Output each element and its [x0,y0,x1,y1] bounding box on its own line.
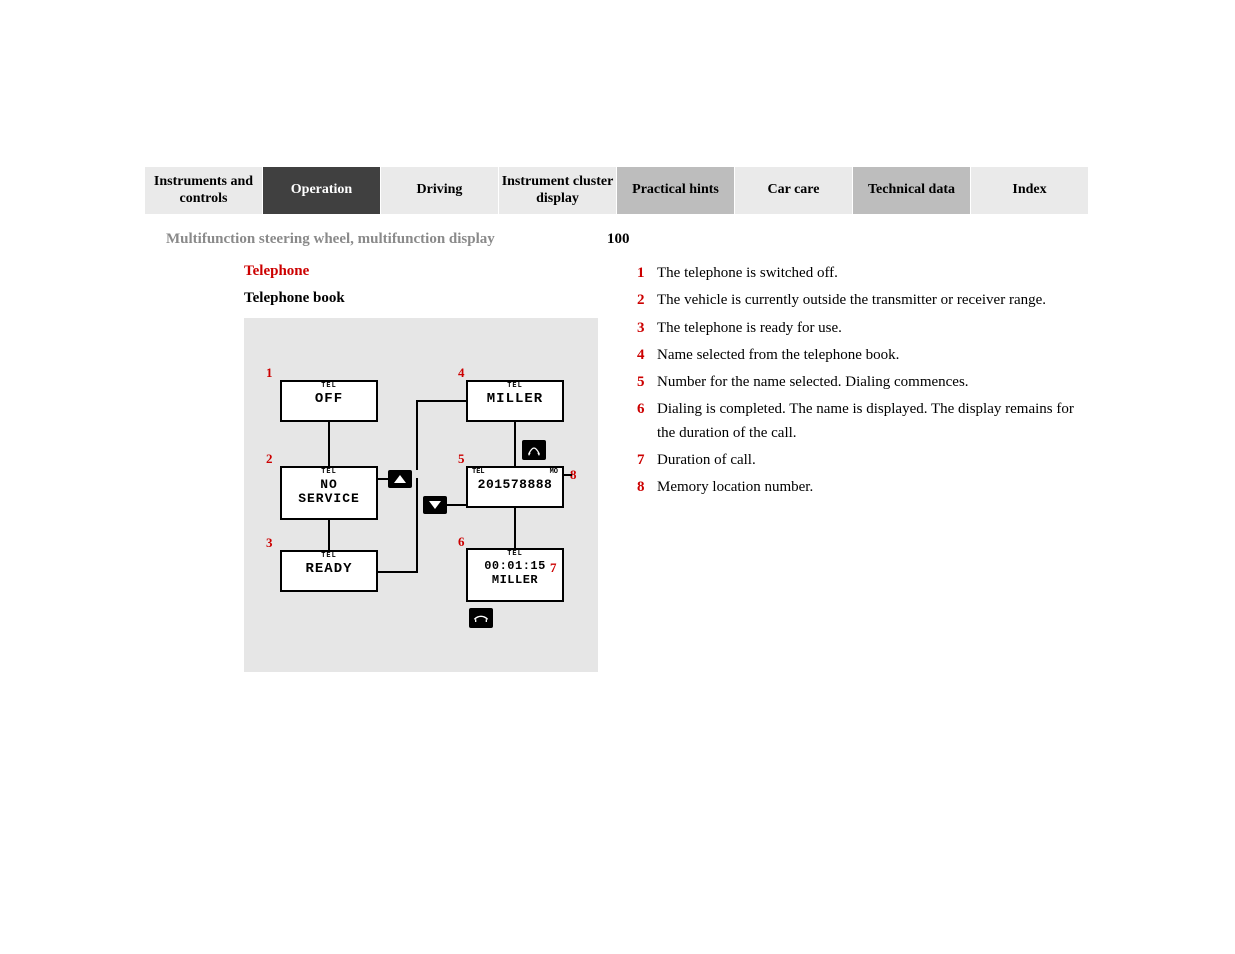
connector [514,508,516,548]
screen-no-service: TEL NO SERVICE [280,466,378,520]
legend-item: 1The telephone is switched off. [637,262,1077,285]
section-title: Telephone [244,263,309,280]
nav-tab-instruments[interactable]: Instruments and controls [145,167,263,214]
legend-text: Name selected from the telephone book. [657,344,1077,367]
callout-1: 1 [266,365,273,381]
screen-text: READY [282,562,376,576]
connector [378,478,390,480]
legend-num: 3 [637,317,657,340]
legend-text: The vehicle is currently outside the tra… [657,289,1077,312]
legend-text: The telephone is switched off. [657,262,1077,285]
legend-num: 6 [637,398,657,445]
arrow-down-icon [429,501,441,509]
legend-num: 7 [637,449,657,472]
nav-tab-index[interactable]: Index [971,167,1089,214]
nav-label: Instrument cluster display [499,174,616,208]
down-button[interactable] [423,496,447,514]
screen-text: 00:01:15 [468,560,562,574]
tel-label: TEL [282,383,376,390]
screen-off: TEL OFF [280,380,378,422]
connector [378,571,418,573]
connector [446,504,466,506]
legend-text: The telephone is ready for use. [657,317,1077,340]
legend-text: Memory location number. [657,476,1077,499]
connector [416,478,418,573]
legend-text: Duration of call. [657,449,1077,472]
connector [514,422,516,466]
nav-label: Practical hints [632,182,719,199]
breadcrumb: Multifunction steering wheel, multifunct… [166,231,495,248]
tel-label: TEL [282,469,376,476]
nav-label: Car care [768,182,820,199]
arrow-up-icon [394,475,406,483]
nav-label: Instruments and controls [145,174,262,208]
phone-hangup-icon [469,608,493,628]
screen-text: MILLER [468,392,562,406]
tel-label: TEL [468,551,562,558]
legend-num: 2 [637,289,657,312]
connector [328,422,330,466]
nav-tab-carcare[interactable]: Car care [735,167,853,214]
connector [416,400,418,470]
up-button[interactable] [388,470,412,488]
callout-2: 2 [266,451,273,467]
telephone-diagram: TEL OFF TEL NO SERVICE TEL READY TEL MIL… [244,318,598,672]
legend-num: 8 [637,476,657,499]
legend-item: 2The vehicle is currently outside the tr… [637,289,1077,312]
callout-7: 7 [550,560,557,576]
screen-text: MILLER [468,574,562,588]
screen-miller: TEL MILLER [466,380,564,422]
nav-label: Driving [417,182,463,199]
callout-3: 3 [266,535,273,551]
screen-ready: TEL READY [280,550,378,592]
nav-tab-operation[interactable]: Operation [263,167,381,214]
phone-pickup-icon [522,440,546,460]
legend-num: 4 [637,344,657,367]
tel-label: TEL [472,469,485,476]
screen-text: 201578888 [468,478,562,493]
nav-label: Index [1012,182,1046,199]
tel-label: TEL [468,383,562,390]
connector [416,400,466,402]
nav-tab-cluster[interactable]: Instrument cluster display [499,167,617,214]
callout-5: 5 [458,451,465,467]
legend-text: Number for the name selected. Dialing co… [657,371,1077,394]
legend-num: 1 [637,262,657,285]
connector [564,474,572,476]
page-number: 100 [607,231,630,248]
nav-tab-driving[interactable]: Driving [381,167,499,214]
legend-item: 5Number for the name selected. Dialing c… [637,371,1077,394]
callout-6: 6 [458,534,465,550]
legend-item: 3The telephone is ready for use. [637,317,1077,340]
mo-label: MO [550,469,558,476]
connector [328,520,330,550]
screen-number: TEL MO 201578888 [466,466,564,508]
legend-num: 5 [637,371,657,394]
nav-bar: Instruments and controls Operation Drivi… [145,167,1089,214]
legend-text: Dialing is completed. The name is displa… [657,398,1077,445]
tel-label: TEL [282,553,376,560]
nav-tab-technical[interactable]: Technical data [853,167,971,214]
nav-label: Operation [291,182,352,199]
sub-title: Telephone book [244,290,345,307]
legend-item: 4Name selected from the telephone book. [637,344,1077,367]
legend-item: 8Memory location number. [637,476,1077,499]
nav-tab-hints[interactable]: Practical hints [617,167,735,214]
legend-item: 6Dialing is completed. The name is displ… [637,398,1077,445]
callout-4: 4 [458,365,465,381]
screen-text: OFF [282,392,376,406]
screen-text: NO [282,478,376,492]
legend: 1The telephone is switched off. 2The veh… [637,262,1077,503]
nav-label: Technical data [868,182,955,199]
legend-item: 7Duration of call. [637,449,1077,472]
screen-text: SERVICE [282,492,376,506]
